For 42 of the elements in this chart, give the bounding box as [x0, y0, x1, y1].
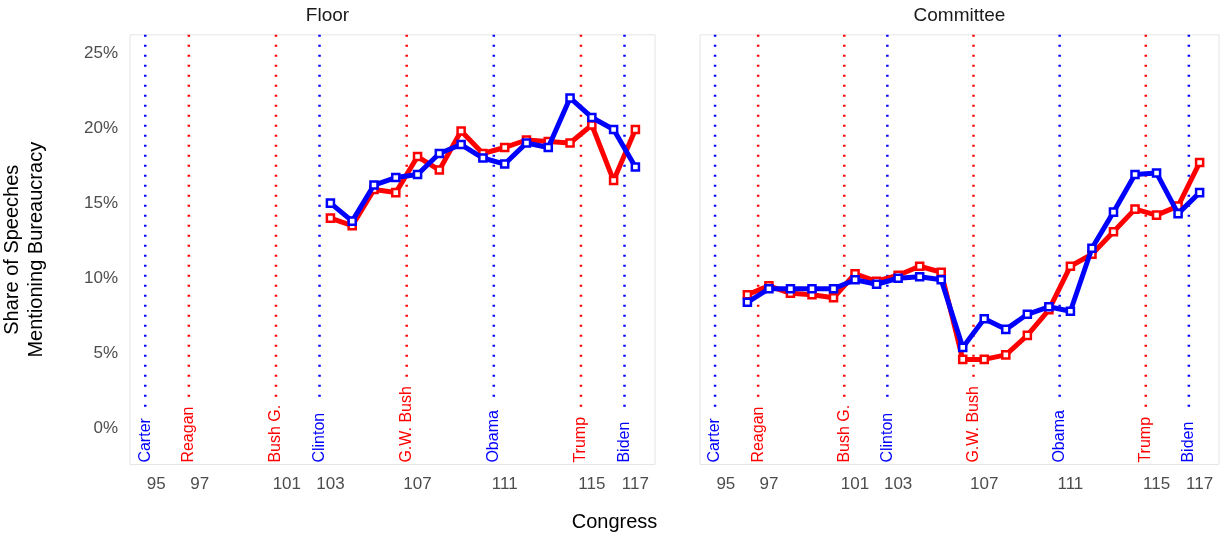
y-tick-label: 20%: [83, 117, 118, 137]
ref-line-label: Obama: [484, 410, 502, 463]
ref-line-label: Biden: [614, 421, 632, 463]
x-tick-label: 97: [759, 474, 779, 494]
ref-line-label: Reagan: [748, 406, 766, 463]
x-tick-label: 101: [272, 474, 302, 494]
x-tick-label: 95: [716, 474, 736, 494]
x-tick-label: 107: [970, 474, 999, 494]
ref-line-label: Trump: [571, 416, 589, 463]
ref-line-label: Bush G.: [834, 404, 852, 463]
x-tick-label: 107: [403, 474, 432, 494]
chart-title: Floor: [305, 3, 350, 25]
y-tick-label: 15%: [83, 192, 118, 212]
ref-line-label: Trump: [1136, 416, 1154, 463]
x-tick-label: 115: [578, 474, 606, 494]
x-tick-label: 103: [316, 474, 345, 494]
x-tick-label: 97: [190, 474, 210, 494]
ref-line-label: G.W. Bush: [963, 386, 981, 463]
y-tick-label: 25%: [83, 42, 118, 62]
x-tick-label: 95: [146, 474, 166, 494]
x-tick-label: 103: [883, 474, 913, 494]
ref-line-label: Biden: [1179, 421, 1197, 463]
chart-title: Committee: [913, 3, 1006, 25]
ref-line-label: Carter: [135, 417, 153, 463]
x-tick-label: 117: [1186, 474, 1214, 494]
ref-line-label: Clinton: [309, 412, 327, 463]
x-tick-label: 117: [621, 474, 649, 494]
y-tick-label: 5%: [93, 343, 118, 363]
y-tick-label: 0%: [93, 418, 118, 438]
ref-line-label: Obama: [1050, 410, 1068, 463]
x-tick-label: 101: [840, 474, 870, 494]
ref-line-label: Reagan: [179, 406, 197, 463]
ref-line-label: Bush G.: [266, 404, 284, 463]
y-axis-title: Share of Speeches Mentioning Bureaucracy: [0, 141, 46, 358]
ref-line-label: G.W. Bush: [397, 386, 415, 463]
x-tick-label: 115: [1142, 474, 1171, 494]
x-tick-label: 111: [1057, 474, 1084, 494]
x-axis-title: Congress: [570, 510, 659, 533]
y-tick-label: 10%: [83, 267, 118, 287]
x-tick-label: 111: [491, 474, 518, 494]
ref-line-label: Clinton: [877, 412, 895, 463]
ref-line-label: Carter: [705, 417, 723, 463]
